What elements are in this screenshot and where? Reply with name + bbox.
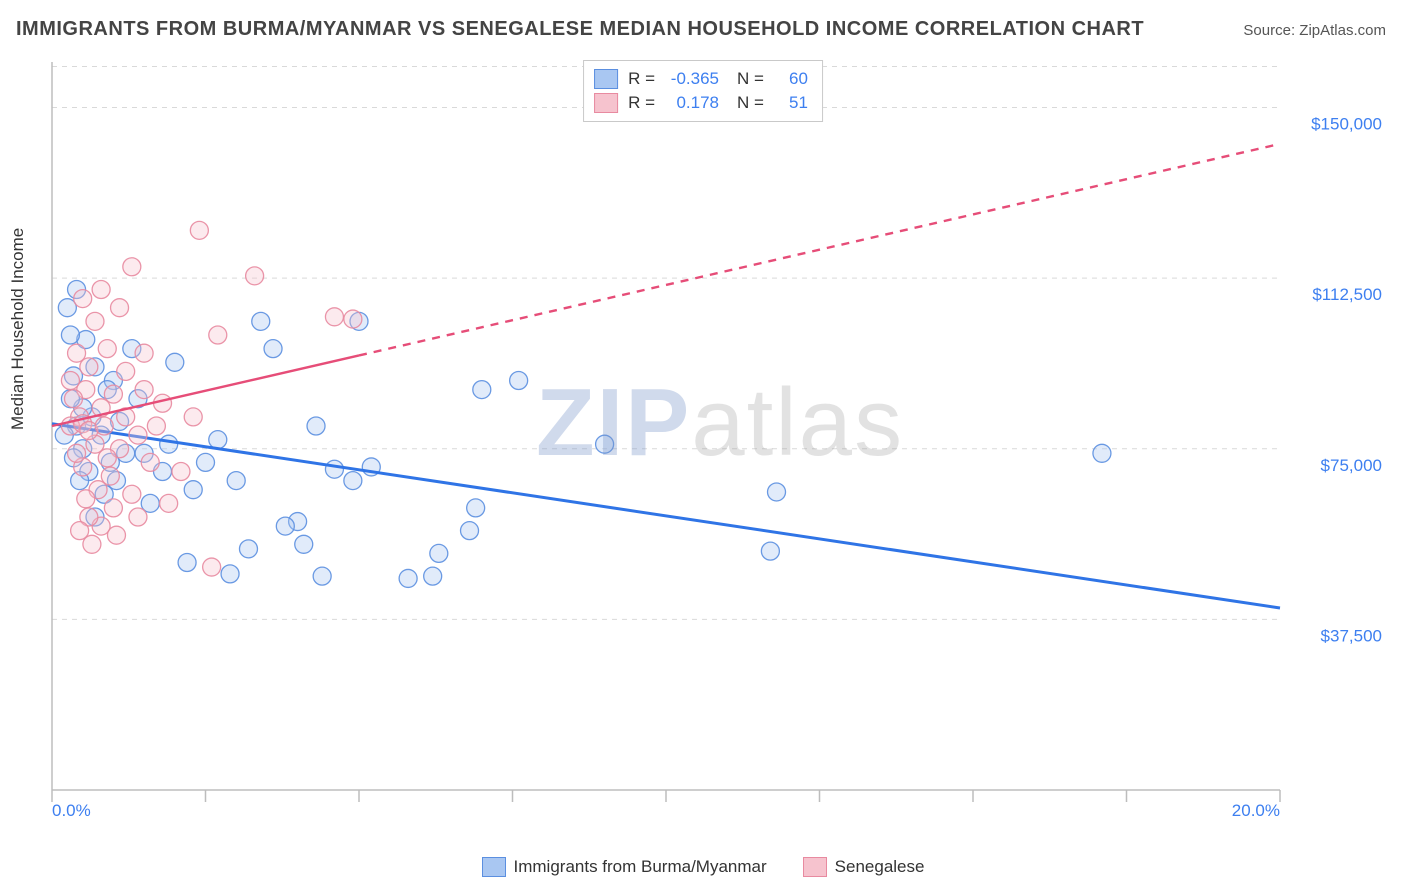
n-value: 60 [774, 69, 808, 89]
data-point [166, 353, 184, 371]
data-point [239, 540, 257, 558]
legend-label: Senegalese [835, 857, 925, 877]
data-point [61, 326, 79, 344]
data-point [123, 258, 141, 276]
data-point [761, 542, 779, 560]
chart-svg: $37,500 $75,000 $112,500 $150,000 0.0% 20.0% [50, 58, 1390, 818]
data-point [83, 535, 101, 553]
n-label: N = [737, 93, 764, 113]
legend-swatch [482, 857, 506, 877]
data-point [325, 460, 343, 478]
data-point [424, 567, 442, 585]
data-point [74, 290, 92, 308]
data-point [252, 312, 270, 330]
data-point [276, 517, 294, 535]
r-label: R = [628, 93, 655, 113]
r-value: -0.365 [665, 69, 719, 89]
data-point [190, 221, 208, 239]
n-label: N = [737, 69, 764, 89]
legend-item: Senegalese [803, 857, 925, 877]
y-axis-label: Median Household Income [8, 228, 28, 430]
r-label: R = [628, 69, 655, 89]
chart-title: IMMIGRANTS FROM BURMA/MYANMAR VS SENEGAL… [16, 18, 1144, 41]
data-point [467, 499, 485, 517]
plot-area: $37,500$75,000$112,500$150,0000.0%20.0% … [50, 58, 1390, 818]
r-value: 0.178 [665, 93, 719, 113]
legend-swatch [594, 93, 618, 113]
data-point [227, 472, 245, 490]
data-point [68, 444, 86, 462]
data-point [461, 522, 479, 540]
data-point [197, 453, 215, 471]
data-point [61, 372, 79, 390]
data-point [344, 310, 362, 328]
y-tick-label: $37,500 [1321, 626, 1382, 645]
data-point [313, 567, 331, 585]
source-attribution: Source: ZipAtlas.com [1243, 22, 1386, 39]
data-point [141, 453, 159, 471]
data-point [104, 499, 122, 517]
data-point [473, 381, 491, 399]
regression-line-dashed [359, 144, 1280, 356]
stats-legend: R = -0.365 N = 60 R = 0.178 N = 51 [583, 60, 823, 122]
data-point [203, 558, 221, 576]
data-point [596, 435, 614, 453]
data-point [117, 362, 135, 380]
data-point [399, 569, 417, 587]
series-legend: Immigrants from Burma/Myanmar Senegalese [0, 857, 1406, 882]
stats-row: R = 0.178 N = 51 [594, 91, 808, 115]
data-point [1093, 444, 1111, 462]
data-point [111, 299, 129, 317]
data-point [77, 490, 95, 508]
data-point [147, 417, 165, 435]
data-point [172, 463, 190, 481]
data-point [123, 485, 141, 503]
x-tick-label: 20.0% [1232, 801, 1280, 818]
data-point [178, 554, 196, 572]
data-point [768, 483, 786, 501]
chart-container: IMMIGRANTS FROM BURMA/MYANMAR VS SENEGAL… [0, 0, 1406, 892]
data-point [68, 344, 86, 362]
data-point [160, 494, 178, 512]
legend-item: Immigrants from Burma/Myanmar [482, 857, 767, 877]
data-point [160, 435, 178, 453]
y-tick-label: $150,000 [1311, 115, 1382, 134]
data-point [264, 340, 282, 358]
data-point [64, 390, 82, 408]
data-point [510, 372, 528, 390]
data-point [221, 565, 239, 583]
data-point [295, 535, 313, 553]
x-tick-label: 0.0% [52, 801, 91, 818]
data-point [129, 508, 147, 526]
legend-swatch [803, 857, 827, 877]
data-point [135, 381, 153, 399]
legend-swatch [594, 69, 618, 89]
data-point [184, 408, 202, 426]
n-value: 51 [774, 93, 808, 113]
data-point [325, 308, 343, 326]
y-tick-label: $112,500 [1312, 285, 1382, 304]
data-point [246, 267, 264, 285]
source-label: Source: [1243, 22, 1295, 39]
data-point [209, 326, 227, 344]
data-point [98, 340, 116, 358]
data-point [184, 481, 202, 499]
data-point [107, 526, 125, 544]
y-tick-label: $75,000 [1321, 456, 1382, 475]
data-point [92, 281, 110, 299]
data-point [209, 431, 227, 449]
data-point [86, 312, 104, 330]
data-point [135, 344, 153, 362]
data-point [430, 544, 448, 562]
data-point [95, 417, 113, 435]
data-point [129, 426, 147, 444]
stats-row: R = -0.365 N = 60 [594, 67, 808, 91]
legend-label: Immigrants from Burma/Myanmar [514, 857, 767, 877]
data-point [344, 472, 362, 490]
data-point [307, 417, 325, 435]
source-value: ZipAtlas.com [1299, 22, 1386, 39]
